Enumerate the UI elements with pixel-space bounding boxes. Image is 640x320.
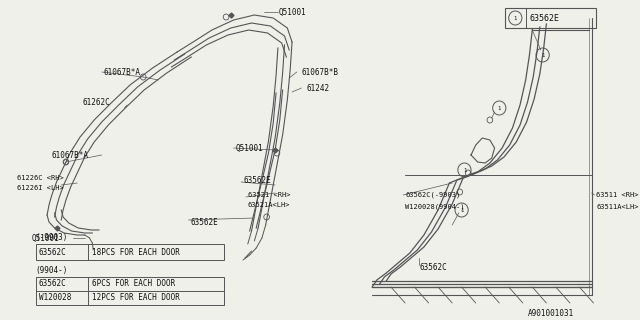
Text: 61067B*A: 61067B*A [104,68,141,76]
Bar [36,244,224,260]
Text: A901001031: A901001031 [527,308,574,317]
Text: 61067B*B: 61067B*B [301,68,339,76]
Text: 63562E: 63562E [190,218,218,227]
Text: 63521 <RH>: 63521 <RH> [248,192,291,198]
Text: 63511A<LH>: 63511A<LH> [596,204,639,210]
Text: Q51001: Q51001 [236,143,263,153]
Text: W120028: W120028 [38,293,71,302]
Text: 6PCS FOR EACH DOOR: 6PCS FOR EACH DOOR [92,279,175,289]
Text: 1: 1 [514,15,517,20]
Text: 61242: 61242 [306,84,330,92]
Text: 1: 1 [541,52,544,58]
Text: 63562C(-9903): 63562C(-9903) [405,192,460,198]
Text: (-9903): (-9903) [36,233,68,242]
Text: 63562C: 63562C [38,247,67,257]
Text: Q51001: Q51001 [279,7,307,17]
Text: 1: 1 [460,207,463,212]
Text: 61262C: 61262C [83,98,111,107]
Text: 63562C: 63562C [38,279,67,289]
Text: 12PCS FOR EACH DOOR: 12PCS FOR EACH DOOR [92,293,180,302]
Text: 63562E: 63562E [243,175,271,185]
Text: 63562E: 63562E [529,13,559,22]
Text: 63521A<LH>: 63521A<LH> [248,202,291,208]
Bar [36,277,224,305]
Text: 63511 <RH>: 63511 <RH> [596,192,639,198]
Text: 61226C <RH>: 61226C <RH> [17,175,64,181]
Text: 18PCS FOR EACH DOOR: 18PCS FOR EACH DOOR [92,247,180,257]
Text: 61226I <LH>: 61226I <LH> [17,185,64,191]
Text: (9904-): (9904-) [36,266,68,275]
Text: 1: 1 [498,106,501,110]
Text: Q51001: Q51001 [32,234,60,243]
Text: 1: 1 [463,167,466,172]
Bar [505,8,596,28]
Text: W120028(9904-): W120028(9904-) [405,204,465,210]
Text: 63562C: 63562C [419,263,447,273]
Text: 61067B*A: 61067B*A [52,150,89,159]
